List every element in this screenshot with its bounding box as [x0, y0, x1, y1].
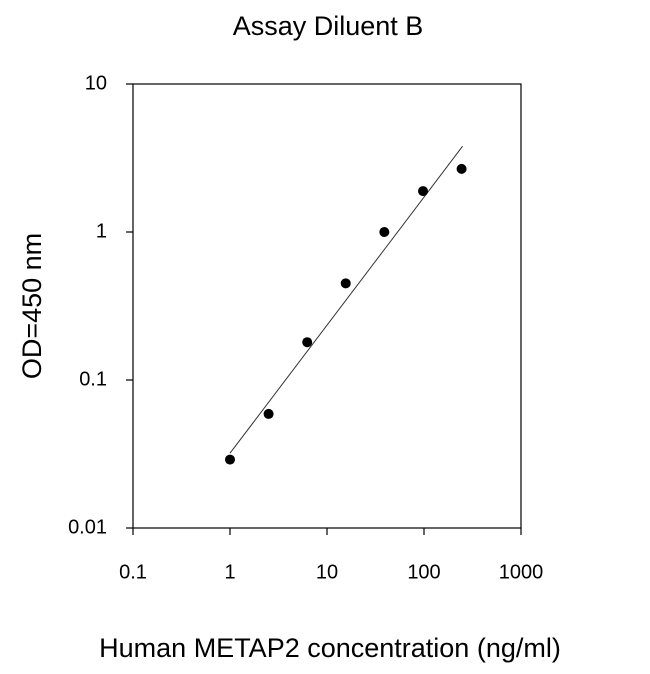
y-tick-label: 0.1 — [79, 368, 107, 390]
fit-line — [229, 145, 463, 454]
y-axis-label: OD=450 nm — [17, 233, 47, 379]
data-point — [225, 454, 235, 465]
data-point — [456, 163, 467, 174]
data-point — [379, 227, 390, 237]
x-tick-label: 1000 — [499, 561, 544, 583]
data-point — [418, 186, 429, 197]
x-axis-label: Human METAP2 concentration (ng/ml) — [99, 633, 561, 663]
plot-frame — [132, 83, 522, 529]
x-tick-label: 10 — [316, 561, 338, 583]
x-tick-label: 0.1 — [119, 561, 147, 583]
x-tick-label: 1 — [224, 561, 235, 583]
data-point — [263, 408, 274, 419]
y-tick-label: 10 — [85, 72, 107, 94]
y-tick-label: 1 — [96, 220, 107, 242]
chart-title: Assay Diluent B — [233, 11, 424, 41]
data-point — [340, 278, 351, 289]
y-tick-label: 0.01 — [68, 516, 107, 538]
data-point — [302, 337, 313, 348]
x-tick-label: 100 — [407, 561, 440, 583]
